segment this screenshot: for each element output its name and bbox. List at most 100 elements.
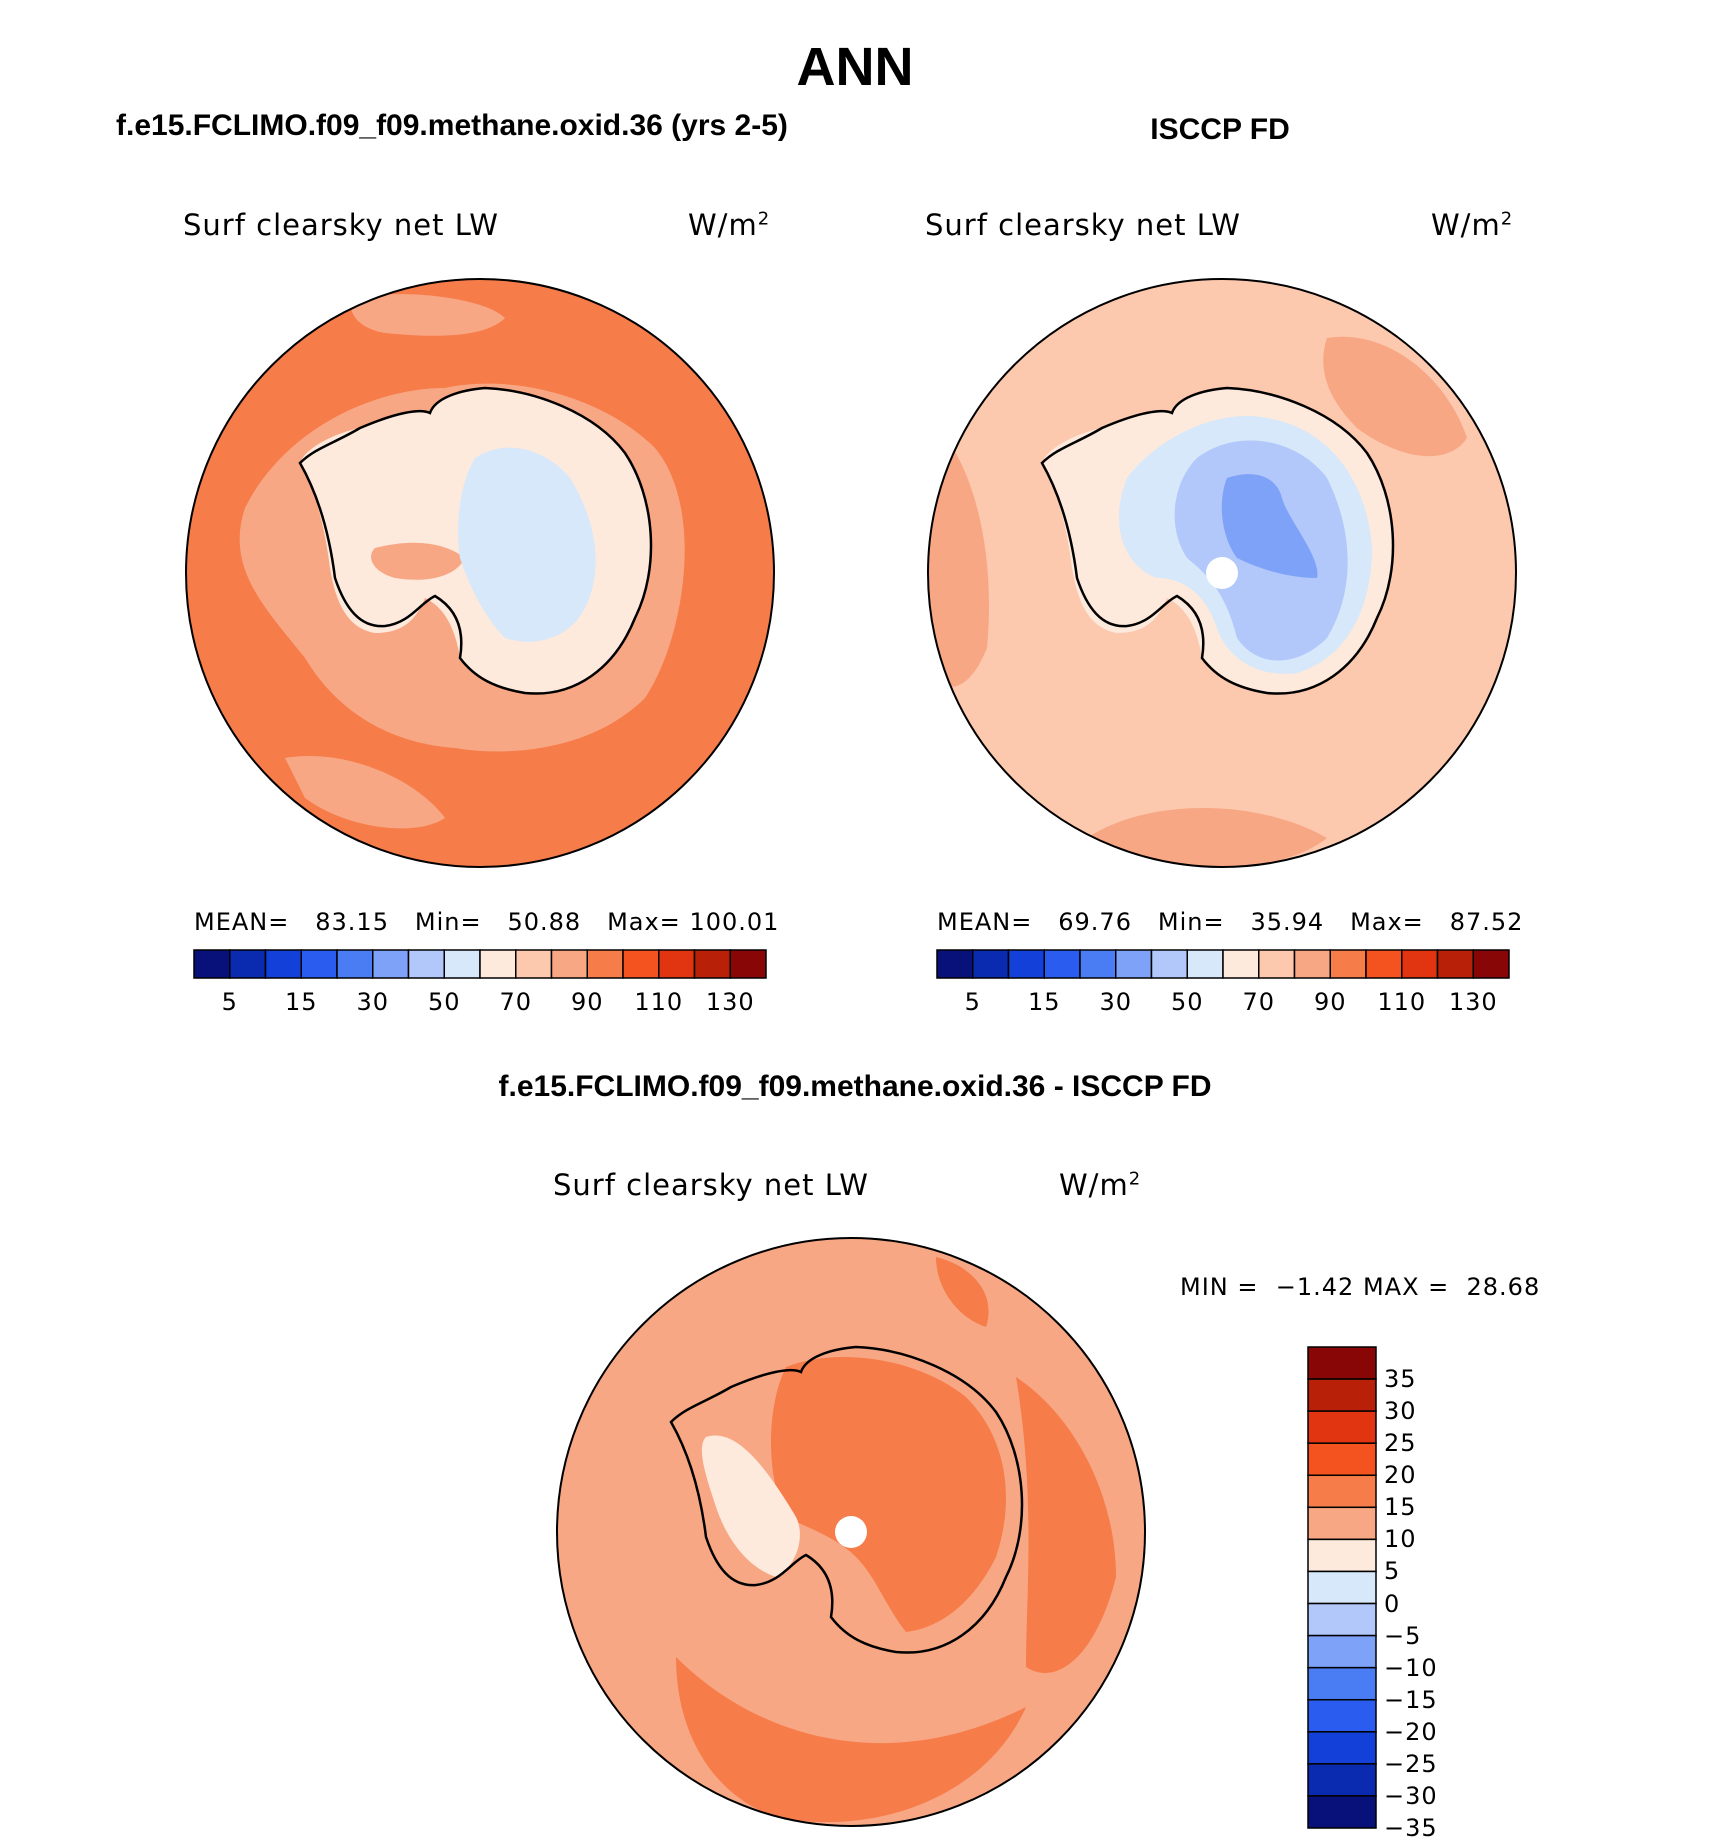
obs-colorbar — [936, 949, 1510, 979]
diff-colorbar-swatch — [1307, 1570, 1377, 1605]
diff-colorbar-tick-label: 30 — [1384, 1397, 1417, 1426]
diff-orange-patch-bottom — [676, 1657, 1026, 1823]
diff-colorbar-swatch — [1307, 1731, 1377, 1765]
model-variable-label: Surf clearsky net LW — [183, 208, 499, 242]
diff-colorbar-tick-label: −25 — [1384, 1749, 1438, 1778]
model-colorbar-swatch — [550, 949, 588, 979]
diff-colorbar-swatch — [1307, 1474, 1377, 1509]
diff-min-value: −1.42 — [1275, 1273, 1355, 1301]
diff-units-label: W/m2 — [1059, 1168, 1141, 1202]
obs-map — [927, 278, 1517, 868]
obs-colorbar-swatch — [1293, 949, 1331, 979]
diff-colorbar-swatch — [1307, 1795, 1377, 1829]
obs-colorbar-swatch — [1115, 949, 1153, 979]
obs-panel-title: ISCCP FD — [1150, 113, 1290, 146]
model-colorbar-tick-label: 15 — [284, 988, 318, 1016]
model-colorbar-tick-label: 90 — [570, 988, 604, 1016]
model-max-value: 100.01 — [689, 908, 780, 936]
diff-colorbar — [1307, 1346, 1377, 1829]
diff-land-orange — [771, 1357, 1006, 1632]
model-map-border — [185, 278, 775, 868]
model-colorbar-tick-label: 30 — [356, 988, 390, 1016]
obs-units-label: W/m2 — [1431, 208, 1513, 242]
obs-mean-value: 69.76 — [1058, 908, 1132, 936]
diff-colorbar-swatch — [1307, 1506, 1377, 1541]
obs-max-label: Max= — [1350, 908, 1424, 936]
model-colorbar — [193, 949, 767, 979]
obs-colorbar-swatch — [1043, 949, 1081, 979]
obs-colorbar-swatch — [1007, 949, 1045, 979]
obs-units-exponent: 2 — [1500, 208, 1514, 230]
obs-coastline — [1040, 386, 1395, 695]
obs-min-value: 35.94 — [1250, 908, 1325, 936]
model-coastline — [298, 386, 653, 695]
obs-colorbar-swatch — [1222, 949, 1260, 979]
model-colorbar-labels: 5 15 30 50 70 90 110 130 — [194, 988, 766, 1018]
diff-colorbar-labels: 35 30 25 20 15 10 5 0 −5 −10 −15 −20 −25 −30 −35 — [1384, 1347, 1474, 1842]
model-min-value: 50.88 — [507, 908, 582, 936]
diff-map — [556, 1237, 1146, 1827]
model-colorbar-swatch — [300, 949, 338, 979]
diff-colorbar-swatch — [1307, 1442, 1377, 1477]
diff-colorbar-tick-label: 5 — [1384, 1557, 1401, 1586]
obs-variable-label: Surf clearsky net LW — [925, 208, 1241, 242]
model-colorbar-swatch — [729, 949, 767, 979]
model-colorbar-tick-label: 110 — [634, 988, 684, 1016]
diff-orange-patch-right — [1016, 1377, 1116, 1673]
model-colorbar-swatch — [372, 949, 410, 979]
obs-colorbar-swatch — [1401, 949, 1439, 979]
obs-colorbar-tick-label: 15 — [1027, 988, 1061, 1016]
obs-colorbar-swatch — [1365, 949, 1403, 979]
obs-salmon-patch-bottom — [1087, 808, 1327, 867]
model-colorbar-tick-label: 5 — [221, 988, 238, 1016]
model-min-label: Min= — [414, 908, 482, 936]
model-panel-title: f.e15.FCLIMO.f09_f09.methane.oxid.36 (yr… — [116, 109, 788, 142]
obs-stats: MEAN= 69.76 Min= 35.94 Max= 87.52 — [937, 908, 1523, 936]
model-colorbar-swatch — [407, 949, 445, 979]
model-colorbar-swatch — [515, 949, 553, 979]
obs-colorbar-swatch — [1436, 949, 1474, 979]
obs-colorbar-tick-label: 130 — [1448, 988, 1498, 1016]
model-colorbar-swatch — [336, 949, 374, 979]
model-stats: MEAN= 83.15 Min= 50.88 Max= 100.01 — [194, 908, 779, 936]
obs-units-base: W/m — [1431, 208, 1501, 242]
obs-map-border — [927, 278, 1517, 868]
diff-colorbar-tick-label: 20 — [1384, 1461, 1417, 1490]
diff-pole-hole — [835, 1516, 867, 1548]
obs-salmon-patch-left — [928, 418, 989, 687]
model-map — [185, 278, 775, 868]
diff-colorbar-swatch — [1307, 1538, 1377, 1573]
model-colorbar-tick-label: 50 — [427, 988, 461, 1016]
diff-colorbar-swatch — [1307, 1666, 1377, 1701]
diff-units-exponent: 2 — [1128, 1168, 1142, 1190]
model-mean-value: 83.15 — [315, 908, 389, 936]
model-mean-label: MEAN= — [194, 908, 290, 936]
diff-max-value: 28.68 — [1466, 1273, 1541, 1301]
obs-colorbar-tick-label: 30 — [1099, 988, 1133, 1016]
diff-colorbar-tick-label: 25 — [1384, 1429, 1417, 1458]
obs-min-label: Min= — [1157, 908, 1225, 936]
diff-land-cream — [701, 1435, 800, 1577]
obs-colorbar-swatch — [1258, 949, 1296, 979]
diff-coastline — [669, 1345, 1024, 1654]
diff-colorbar-tick-label: −30 — [1384, 1781, 1438, 1810]
obs-colorbar-swatch — [1329, 949, 1367, 979]
diff-colorbar-tick-label: −20 — [1384, 1717, 1438, 1746]
model-colorbar-swatch — [193, 949, 231, 979]
diff-colorbar-tick-label: 35 — [1384, 1365, 1417, 1394]
model-salmon-patch-top — [351, 294, 505, 336]
obs-colorbar-swatch — [936, 949, 974, 979]
obs-colorbar-swatch — [1472, 949, 1510, 979]
obs-max-value: 87.52 — [1449, 908, 1524, 936]
diff-orange-patch-top — [936, 1257, 989, 1327]
diff-colorbar-tick-label: −15 — [1384, 1685, 1438, 1714]
obs-colorbar-tick-label: 5 — [964, 988, 981, 1016]
obs-colorbar-swatch — [972, 949, 1010, 979]
diff-colorbar-swatch — [1307, 1634, 1377, 1669]
diff-colorbar-tick-label: −10 — [1384, 1653, 1438, 1682]
diff-colorbar-tick-label: 0 — [1384, 1589, 1401, 1618]
obs-ice-deep-blue — [1221, 474, 1318, 578]
diff-colorbar-swatch — [1307, 1378, 1377, 1412]
diff-colorbar-swatch — [1307, 1698, 1377, 1733]
obs-colorbar-labels: 5 15 30 50 70 90 110 130 — [937, 988, 1509, 1018]
